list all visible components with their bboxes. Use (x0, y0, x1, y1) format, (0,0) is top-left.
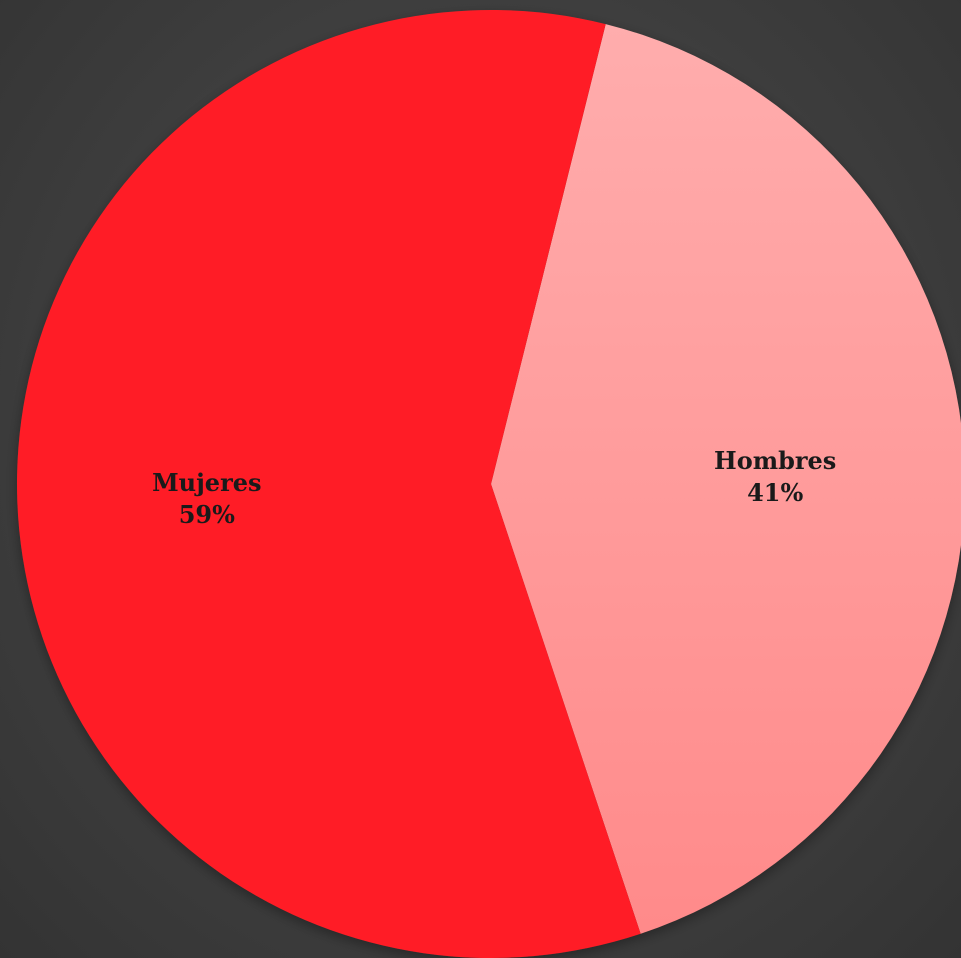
data-label-mujeres: Mujeres 59% (152, 468, 261, 529)
pie-slice-hombres (491, 24, 961, 934)
pie-slice-mujeres (16, 10, 641, 958)
slice-category-label: Mujeres (152, 468, 261, 497)
slice-percent-label: 41% (747, 478, 803, 507)
slice-percent-label: 59% (179, 500, 235, 529)
data-label-hombres: Hombres 41% (714, 446, 836, 507)
slice-category-label: Hombres (714, 446, 836, 475)
